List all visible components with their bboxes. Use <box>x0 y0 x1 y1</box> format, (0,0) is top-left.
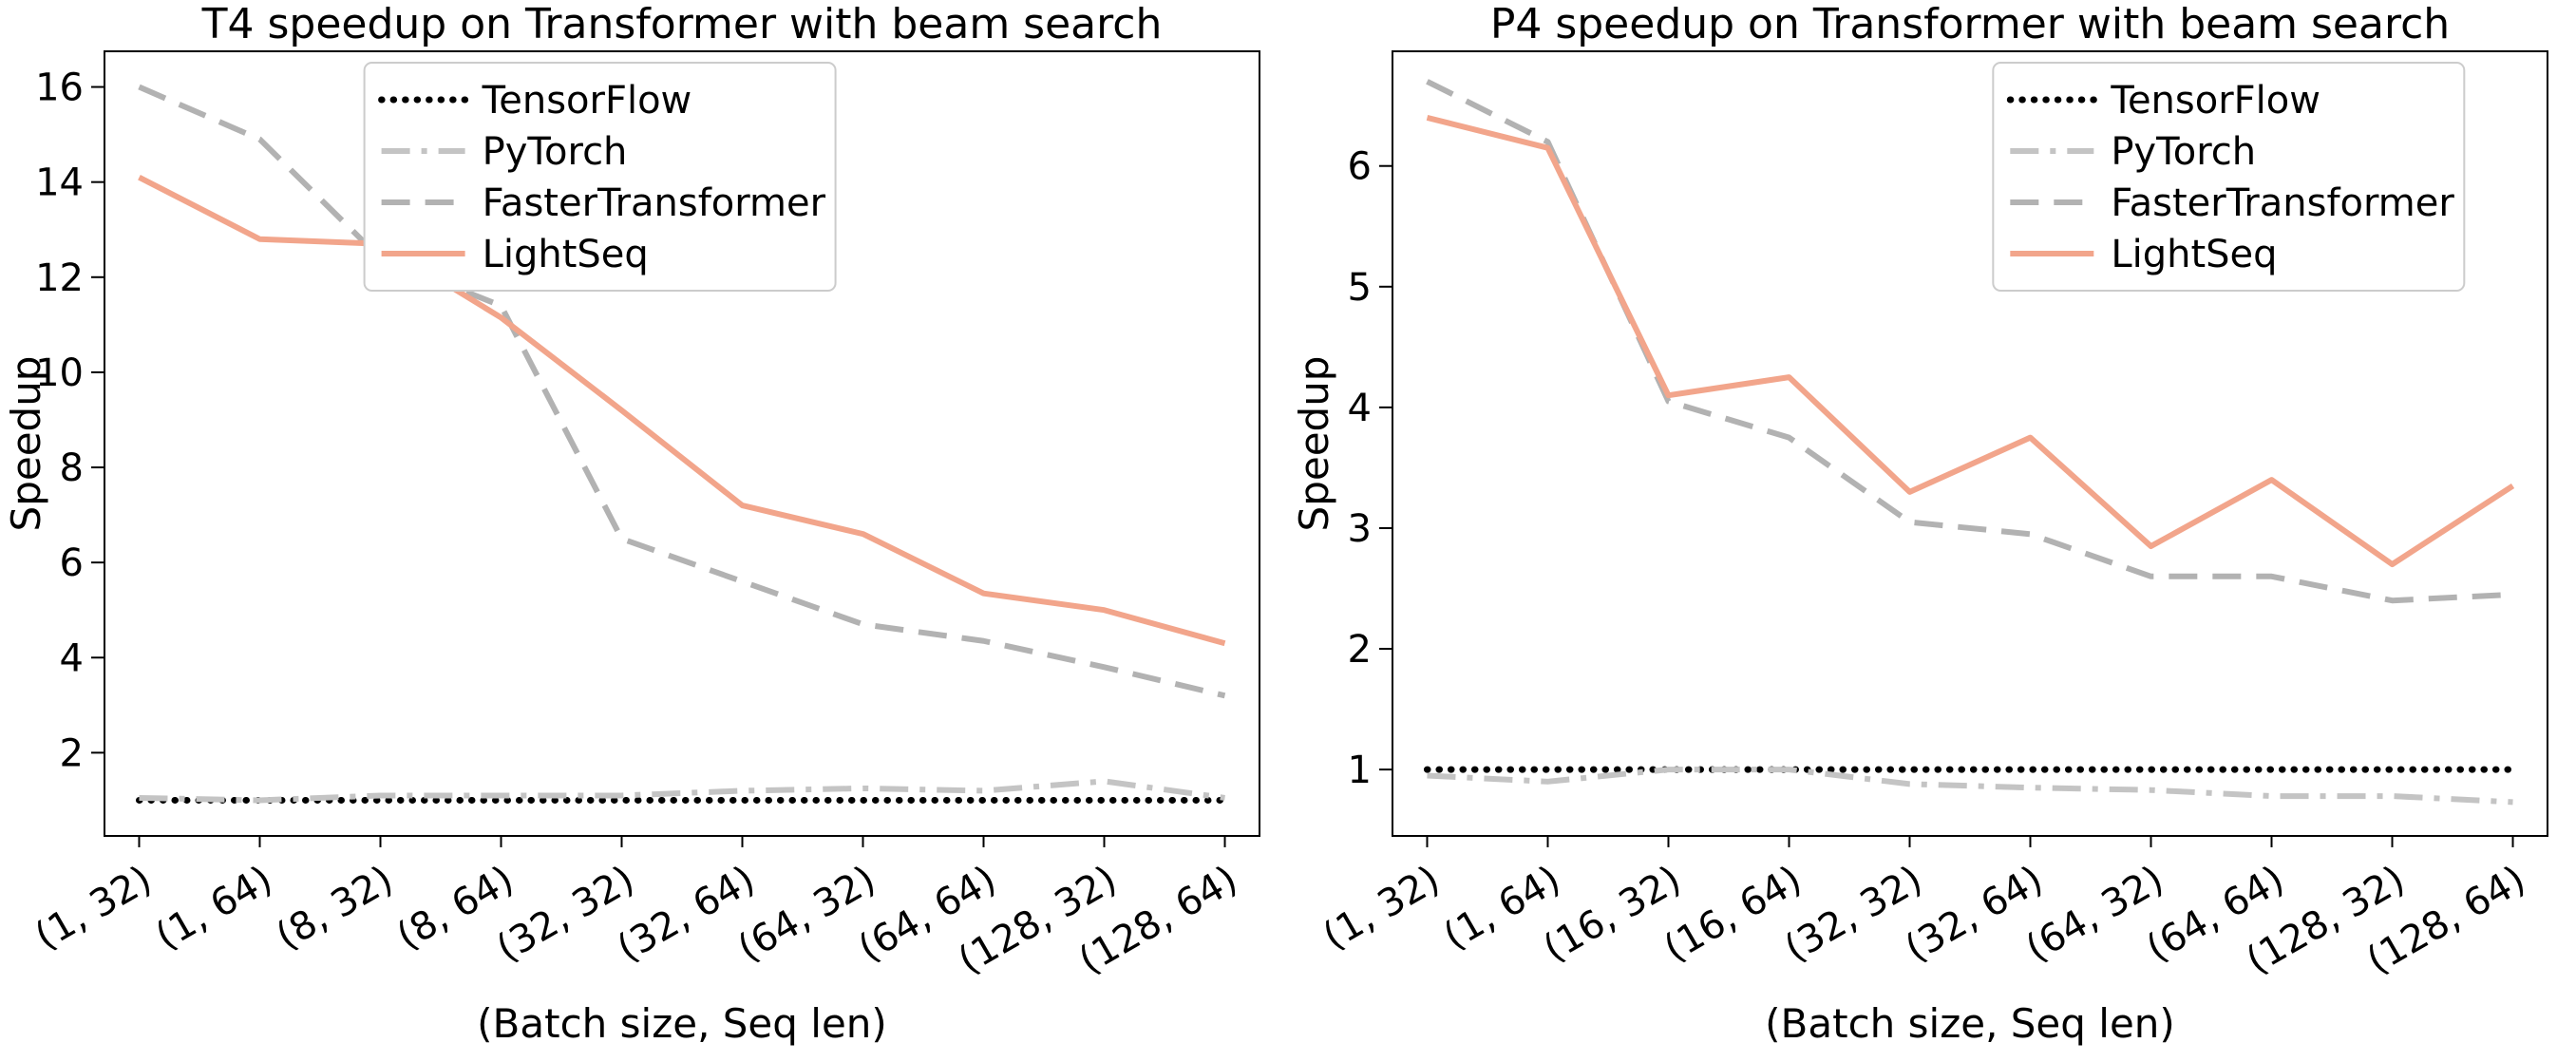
y-tick-label: 1 <box>1348 749 1372 792</box>
x-tick-label: (16, 32) <box>1536 858 1688 971</box>
legend-label: LightSeq <box>2111 233 2277 276</box>
x-tick-label: (16, 64) <box>1657 858 1809 971</box>
series-line-fastertransformer <box>138 84 1226 699</box>
legend-box <box>363 62 837 292</box>
chart-title: P4 speedup on Transformer with beam sear… <box>1490 0 2450 48</box>
x-tick-label: (32, 32) <box>489 858 641 971</box>
series-line-pytorch <box>139 778 1225 804</box>
y-axis-label: Speedup <box>3 356 49 532</box>
y-tick-label: 2 <box>60 731 84 775</box>
y-tick-label: 4 <box>60 636 84 680</box>
y-tick-label: 4 <box>1348 387 1372 430</box>
x-tick-label: (32, 64) <box>1898 858 2050 971</box>
x-tick-label: (1, 32) <box>1316 858 1447 958</box>
y-axis-label: Speedup <box>1291 356 1337 532</box>
y-tick-label: 10 <box>35 351 84 395</box>
legend-label: LightSeq <box>483 233 649 276</box>
x-axis-label: (Batch size, Seq len) <box>477 1000 887 1047</box>
legend: TensorFlow PyTorch FasterTransformer LightS… <box>1992 62 2466 292</box>
y-tick-label: 6 <box>60 541 84 585</box>
legend-box <box>1992 62 2466 292</box>
series-line-lightseq <box>138 174 1226 647</box>
legend-label: FasterTransformer <box>483 181 826 225</box>
chart-title: T4 speedup on Transformer with beam sear… <box>201 0 1163 48</box>
y-tick-label: 2 <box>1348 628 1372 672</box>
legend-label: FasterTransformer <box>2111 181 2454 225</box>
p4-chart-panel: 1 2 3 4 5 6 (1, 32) (1, 64) (16, 32) (16, 64) (32,… <box>1288 0 2576 1062</box>
y-tick-label: 12 <box>35 256 84 300</box>
plot-border <box>1392 50 2548 837</box>
x-tick-label: (1, 64) <box>148 858 279 958</box>
x-tick-label: (32, 64) <box>610 858 762 971</box>
series-lines <box>1423 79 2517 806</box>
x-tick-label: (64, 32) <box>730 858 882 971</box>
y-tick-label: 3 <box>1348 507 1372 551</box>
legend-label: TensorFlow <box>2110 79 2320 123</box>
x-tick-label: (1, 32) <box>28 858 159 958</box>
series-line-lightseq <box>1426 114 2515 568</box>
y-tick-label: 6 <box>1348 145 1372 189</box>
legend-label: PyTorch <box>2111 130 2256 174</box>
t4-chart-panel: 2 4 6 8 10 12 14 16 (1, 32) (1, 64) (8, 32) (8, 64)… <box>3 0 1260 1047</box>
series-lines <box>135 84 1229 804</box>
y-tick-label: 5 <box>1348 266 1372 310</box>
series-line-pytorch <box>1427 767 2513 806</box>
legend-label: PyTorch <box>483 130 628 174</box>
x-tick-label: (32, 32) <box>1777 858 1929 971</box>
legend: TensorFlow PyTorch FasterTransformer LightS… <box>363 62 837 292</box>
y-tick-label: 16 <box>35 66 84 110</box>
x-axis-label: (Batch size, Seq len) <box>1765 1000 2175 1047</box>
y-tick-label: 14 <box>35 161 84 205</box>
y-tick-label: 8 <box>60 446 84 490</box>
x-tick-label: (64, 32) <box>2018 858 2170 971</box>
x-tick-label: (8, 32) <box>269 858 400 958</box>
legend-label: TensorFlow <box>482 79 692 123</box>
plot-border <box>104 50 1260 837</box>
